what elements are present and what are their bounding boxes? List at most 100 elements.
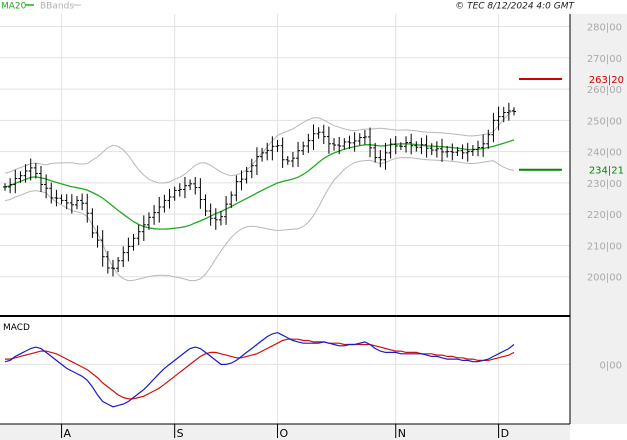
price-bar [265,142,270,161]
price-bar [393,135,398,155]
month-label: N [398,427,406,440]
price-bar [28,158,33,181]
price-bar [362,130,367,145]
price-bar [218,211,223,226]
ma20-line [4,139,515,230]
macd-panel-label: MACD [3,323,30,333]
price-bar [440,138,445,162]
month-label: S [177,427,184,440]
price-bar [296,141,301,167]
macd-signal-line [5,338,515,400]
price-bar [321,124,326,145]
price-bar [74,196,79,210]
price-bar [352,132,357,152]
price-bar [249,158,254,179]
price-tick-label: 220|00 [587,210,622,221]
price-bar [234,175,239,202]
price-bar [434,141,439,158]
price-tick-label: 270|00 [587,54,622,65]
price-bar [311,124,316,151]
price-bar [373,142,378,163]
price-bar [131,233,136,251]
price-bar [49,182,54,204]
macd-main-line [4,331,515,408]
price-bar [146,212,151,230]
price-bar [445,145,450,158]
price-bar [152,205,157,225]
price-bar [244,166,249,184]
time-axis-panel [0,424,570,440]
price-bar [383,142,388,170]
macd-zero-label: 0|00 [600,360,622,371]
month-label: A [64,427,72,440]
price-bar [260,147,265,162]
resistance-label: 263|20 [589,75,624,86]
price-bar [141,215,146,242]
price-tick-label: 200|00 [587,273,622,284]
price-bar [172,186,177,201]
price-bar [486,129,491,149]
price-bar [270,136,275,161]
price-bar [491,112,496,143]
bollinger-bands [4,108,515,282]
macd-lines [4,331,515,408]
ma20-legend-label: MA20 [1,2,27,12]
price-bar [59,194,64,205]
price-bar [388,138,393,159]
price-tick-label: 210|00 [587,241,622,252]
price-bar [13,169,18,194]
price-bar [54,189,59,207]
price-bar [177,183,182,197]
ma20-path [4,139,515,230]
price-bar [332,138,337,151]
price-bar [80,193,85,211]
price-bar [378,150,383,168]
price-tick-label: 230|00 [587,179,622,190]
price-bar [290,151,295,168]
price-bar [347,135,352,150]
price-bar [275,140,280,152]
price-bar [306,133,311,153]
price-bar [465,142,470,162]
price-bar [470,145,475,156]
bband-upper [4,108,515,184]
price-bar [136,224,141,246]
price-bar [506,102,511,121]
price-bar [203,194,208,217]
price-bar [512,107,516,116]
price-tick-label: 240|00 [587,148,622,159]
price-axis-panel [570,14,627,316]
price-bar [3,183,7,191]
price-bar [476,140,481,157]
price-bar [450,143,455,161]
price-bar [414,141,419,152]
price-bar [424,135,429,158]
price-bar [23,164,28,183]
price-bar [481,134,486,157]
price-bar [285,155,290,165]
price-levels: 263|20 234|21 [519,75,624,177]
price-bar [357,133,362,146]
price-bar [326,126,331,154]
price-bar [116,257,121,273]
price-bar [90,208,95,238]
price-bar [182,176,187,199]
price-bar [157,196,162,223]
price-bar [404,136,409,153]
price-bar [337,136,342,155]
price-bar [229,191,234,208]
macd-axis-panel [570,316,627,424]
price-bar [316,127,321,139]
price-bar [8,178,13,194]
price-bar [398,142,403,151]
price-bar [18,171,23,183]
price-tick-label: 250|00 [587,116,622,127]
price-bar [501,106,506,123]
price-bar [409,133,414,155]
price-tick-labels: 200|00 210|00 220|00 230|00 240|00 250|00 260|… [587,23,622,372]
month-label: O [279,427,288,440]
price-bar [100,230,105,267]
